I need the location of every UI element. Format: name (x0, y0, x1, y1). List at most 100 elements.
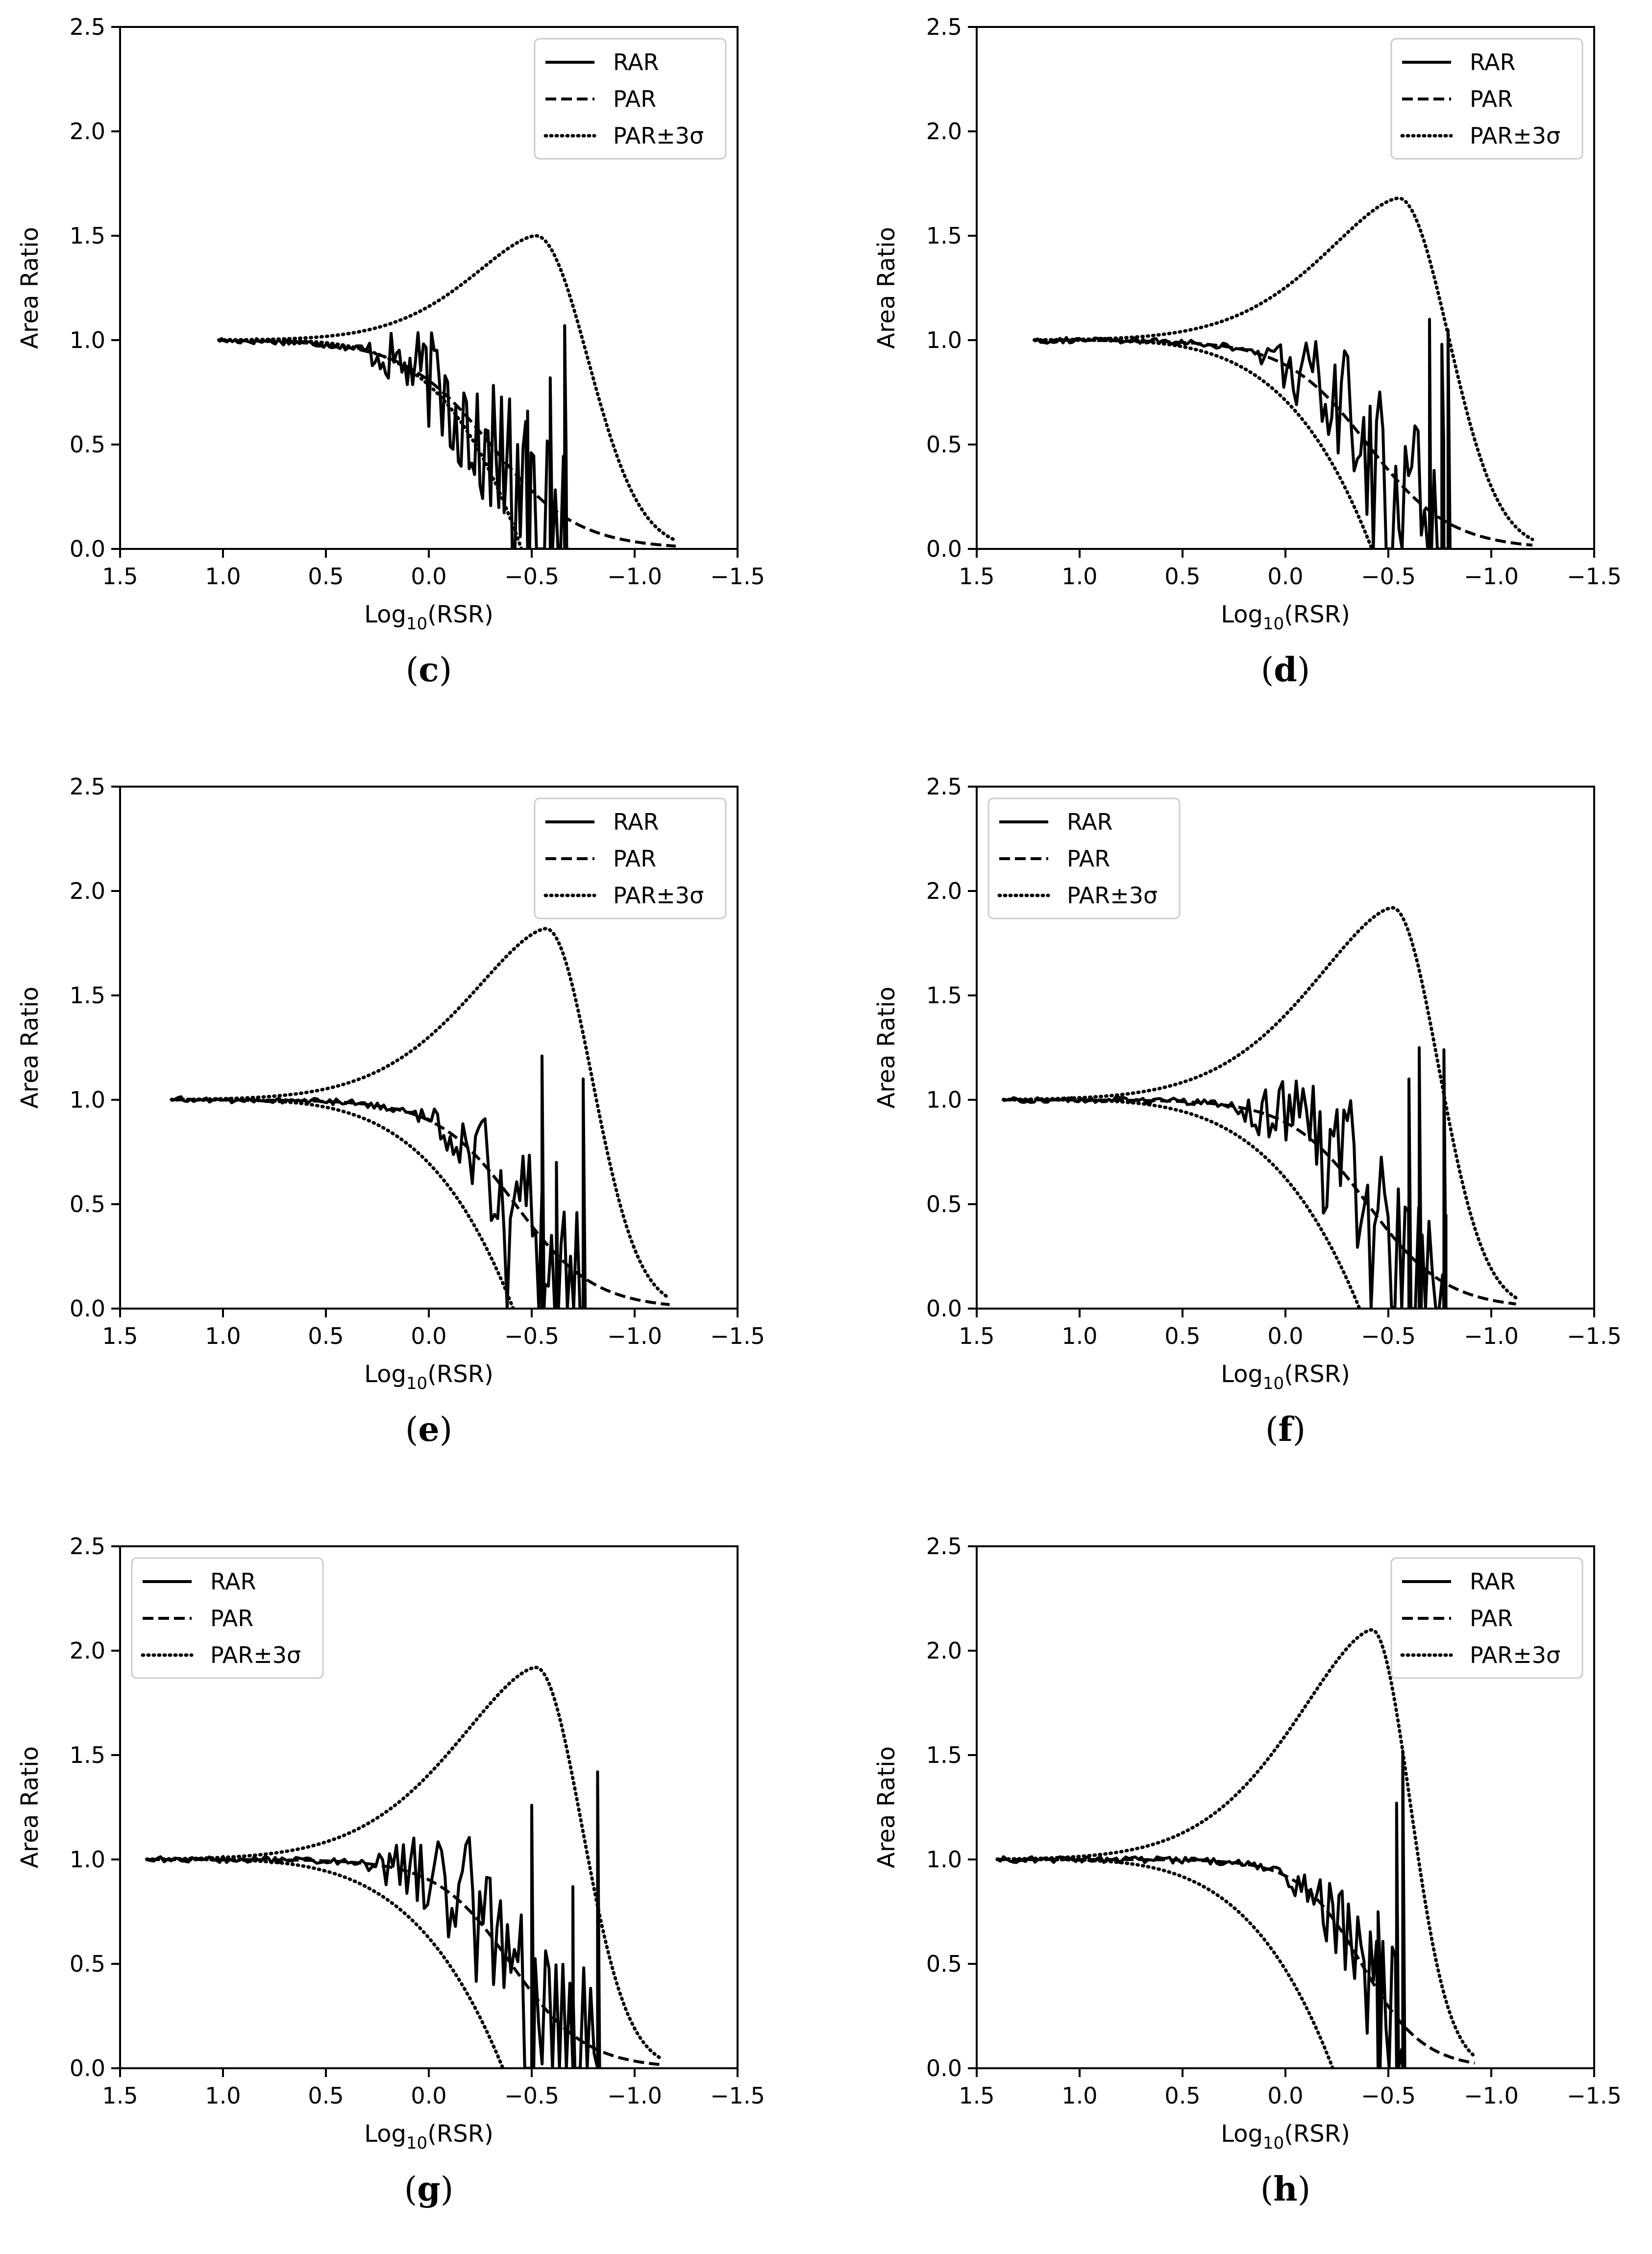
legend: RAR PAR PAR±3σ (1390, 1557, 1583, 1679)
y-tick-label: 1.0 (926, 1846, 962, 1873)
y-tick-label: 1.0 (70, 327, 105, 353)
panel-caption: (h) (1260, 2170, 1311, 2209)
legend-par-label: PAR (613, 845, 656, 872)
series-group (170, 927, 671, 1309)
x-axis-label: Log10(RSR) (1221, 2120, 1350, 2153)
x-tick-label: 1.5 (102, 563, 138, 590)
legend-frame (1390, 1557, 1583, 1679)
x-tick-label: 0.5 (1164, 2082, 1200, 2109)
x-axis-label: Log10(RSR) (1221, 1361, 1350, 1393)
legend-par-3sigma-label: PAR±3σ (613, 882, 704, 909)
x-tick-label: −1.0 (607, 563, 662, 590)
legend-rar-label: RAR (1470, 1568, 1516, 1595)
y-tick-label: 0.0 (926, 536, 962, 562)
x-axis: 1.5 1.0 0.5 0.0 −0.5 −1.0 −1.5 Log10(RSR) (959, 549, 1622, 634)
legend: RAR PAR PAR±3σ (534, 38, 727, 160)
x-tick-label: −1.0 (607, 1323, 662, 1349)
y-tick-label: 1.5 (70, 982, 105, 1009)
x-tick-label: −1.5 (1567, 2082, 1622, 2109)
x-tick-label: 1.5 (959, 1323, 994, 1349)
legend-rar-label: RAR (613, 809, 659, 835)
y-axis: 0.0 0.5 1.0 1.5 2.0 2.5 Area Ratio (873, 1533, 977, 2081)
y-axis-label: Area Ratio (16, 1746, 44, 1868)
y-tick-label: 2.0 (926, 118, 962, 145)
legend-par-3sigma-label: PAR±3σ (210, 1642, 301, 1668)
plot-area (976, 26, 1595, 550)
legend-par-label: PAR (1067, 845, 1110, 872)
legend-par-label: PAR (1470, 1605, 1513, 1632)
y-tick-label: 0.0 (70, 2055, 105, 2081)
x-axis-label: Log10(RSR) (1221, 601, 1350, 634)
x-tick-label: 1.0 (205, 563, 241, 590)
x-tick-label: 0.0 (1267, 2082, 1303, 2109)
y-tick-label: 2.0 (926, 1637, 962, 1664)
x-tick-label: −0.5 (504, 1323, 559, 1349)
y-tick-label: 1.5 (70, 223, 105, 249)
x-axis: 1.5 1.0 0.5 0.0 −0.5 −1.0 −1.5 Log10(RSR) (102, 2068, 765, 2153)
x-tick-label: −1.5 (710, 2082, 765, 2109)
y-axis: 0.0 0.5 1.0 1.5 2.0 2.5 Area Ratio (873, 773, 977, 1322)
plot-area (119, 1545, 739, 2069)
legend: RAR PAR PAR±3σ (987, 797, 1181, 919)
x-tick-label: 1.0 (1061, 563, 1097, 590)
series-rar (996, 1749, 1406, 2068)
y-tick-label: 1.5 (926, 223, 962, 249)
y-tick-label: 0.5 (926, 431, 962, 458)
legend-frame (534, 38, 727, 160)
y-axis-label: Area Ratio (16, 227, 44, 349)
series-par (219, 339, 676, 548)
x-tick-label: −1.5 (710, 563, 765, 590)
chart-panel-g: 1.5 1.0 0.5 0.0 −0.5 −1.0 −1.5 Log10(RSR) 0.0 0.5… (16, 1533, 765, 2209)
y-axis: 0.0 0.5 1.0 1.5 2.0 2.5 Area Ratio (873, 14, 977, 562)
y-tick-label: 0.5 (70, 1951, 105, 1977)
y-tick-label: 2.5 (926, 773, 962, 800)
legend-rar-label: RAR (1470, 49, 1516, 75)
series-group (1002, 906, 1518, 1309)
y-tick-label: 0.0 (926, 2055, 962, 2081)
y-axis: 0.0 0.5 1.0 1.5 2.0 2.5 Area Ratio (16, 14, 120, 562)
panel-caption: (g) (404, 2170, 454, 2209)
legend-rar-label: RAR (210, 1568, 256, 1595)
panel-caption: (d) (1261, 650, 1310, 690)
x-tick-label: −1.5 (710, 1323, 765, 1349)
y-tick-label: 0.5 (70, 1191, 105, 1217)
legend-par-label: PAR (613, 86, 656, 112)
series-rar (1033, 318, 1452, 549)
y-tick-label: 1.0 (926, 327, 962, 353)
x-tick-label: 0.0 (1267, 563, 1303, 590)
legend-par-3sigma-label: PAR±3σ (1470, 123, 1560, 149)
legend-par-3sigma-label: PAR±3σ (613, 123, 704, 149)
y-tick-label: 2.5 (70, 1533, 105, 1560)
legend-rar-label: RAR (1067, 809, 1113, 835)
series-par-minus-3sigma (170, 1098, 515, 1309)
x-tick-label: −0.5 (1361, 563, 1416, 590)
x-tick-label: 0.0 (411, 1323, 446, 1349)
series-par-minus-3sigma (1002, 1098, 1361, 1309)
plot-area (119, 26, 739, 550)
series-group (217, 234, 678, 549)
chart-panel-e: 1.5 1.0 0.5 0.0 −0.5 −1.0 −1.5 Log10(RSR) 0.0 0.5… (16, 773, 765, 1449)
series-par-plus-3sigma (145, 1665, 661, 2059)
series-rar (218, 324, 569, 549)
series-rar (1003, 1046, 1448, 1309)
x-tick-label: 1.5 (959, 563, 994, 590)
y-tick-label: 1.0 (926, 1087, 962, 1113)
y-tick-label: 0.5 (926, 1191, 962, 1217)
x-tick-label: 1.0 (205, 1323, 241, 1349)
x-tick-label: 1.0 (205, 2082, 241, 2109)
y-tick-label: 1.0 (70, 1087, 105, 1113)
x-tick-label: −0.5 (504, 563, 559, 590)
series-group (145, 1665, 661, 2068)
series-par-minus-3sigma (145, 1858, 505, 2068)
legend-par-3sigma-label: PAR±3σ (1067, 882, 1158, 909)
x-axis-label: Log10(RSR) (364, 1361, 493, 1393)
x-tick-label: −1.5 (1567, 563, 1622, 590)
x-tick-label: −1.0 (1464, 1323, 1519, 1349)
y-tick-label: 0.0 (70, 536, 105, 562)
series-group (1033, 197, 1534, 549)
legend-par-3sigma-label: PAR±3σ (1470, 1642, 1560, 1668)
legend-frame (1390, 38, 1583, 160)
x-tick-label: 0.5 (308, 563, 344, 590)
chart-panel-f: 1.5 1.0 0.5 0.0 −0.5 −1.0 −1.5 Log10(RSR) 0.0 0.5… (873, 773, 1622, 1449)
y-tick-label: 2.5 (70, 14, 105, 40)
